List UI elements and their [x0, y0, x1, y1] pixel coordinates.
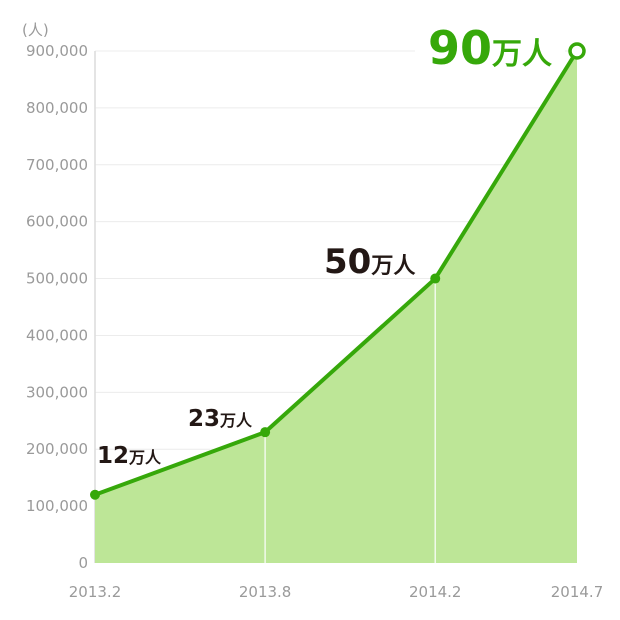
y-tick-label: 900,000	[26, 42, 88, 60]
x-tick-label: 2013.2	[69, 583, 122, 601]
x-tick-label: 2014.2	[409, 583, 462, 601]
data-label: 12万人	[97, 443, 162, 469]
data-label-unit: 万人	[492, 37, 552, 72]
y-tick-label: 400,000	[26, 326, 88, 344]
y-tick-label: 700,000	[26, 156, 88, 174]
data-point-highlight	[568, 42, 586, 60]
data-point	[90, 489, 100, 500]
y-tick-label: 200,000	[26, 440, 88, 458]
data-label-number: 50	[324, 242, 371, 282]
y-tick-label: 0	[78, 554, 88, 572]
data-label-unit: 万人	[219, 411, 253, 430]
data-label-unit: 万人	[128, 448, 162, 467]
highlight-label-bg	[415, 18, 565, 74]
y-tick-label: 500,000	[26, 270, 88, 288]
y-tick-label: 300,000	[26, 383, 88, 401]
data-label: 50万人	[324, 242, 415, 282]
data-label-unit: 万人	[370, 254, 415, 279]
x-tick-label: 2013.8	[239, 583, 292, 601]
area-fill	[95, 51, 577, 563]
data-label-number: 90	[428, 21, 492, 75]
y-tick-label: 600,000	[26, 213, 88, 231]
data-label-number: 23	[188, 406, 220, 432]
data-label-number: 12	[97, 443, 129, 469]
data-point	[430, 273, 441, 284]
data-label: 23万人	[188, 406, 253, 432]
y-tick-label: 100,000	[26, 497, 88, 515]
data-label: 90万人	[428, 21, 552, 75]
x-tick-label: 2014.7	[551, 583, 604, 601]
y-axis-unit-label: (人)	[22, 21, 49, 39]
y-tick-label: 800,000	[26, 99, 88, 117]
series-line	[94, 49, 579, 497]
data-point	[260, 427, 271, 438]
